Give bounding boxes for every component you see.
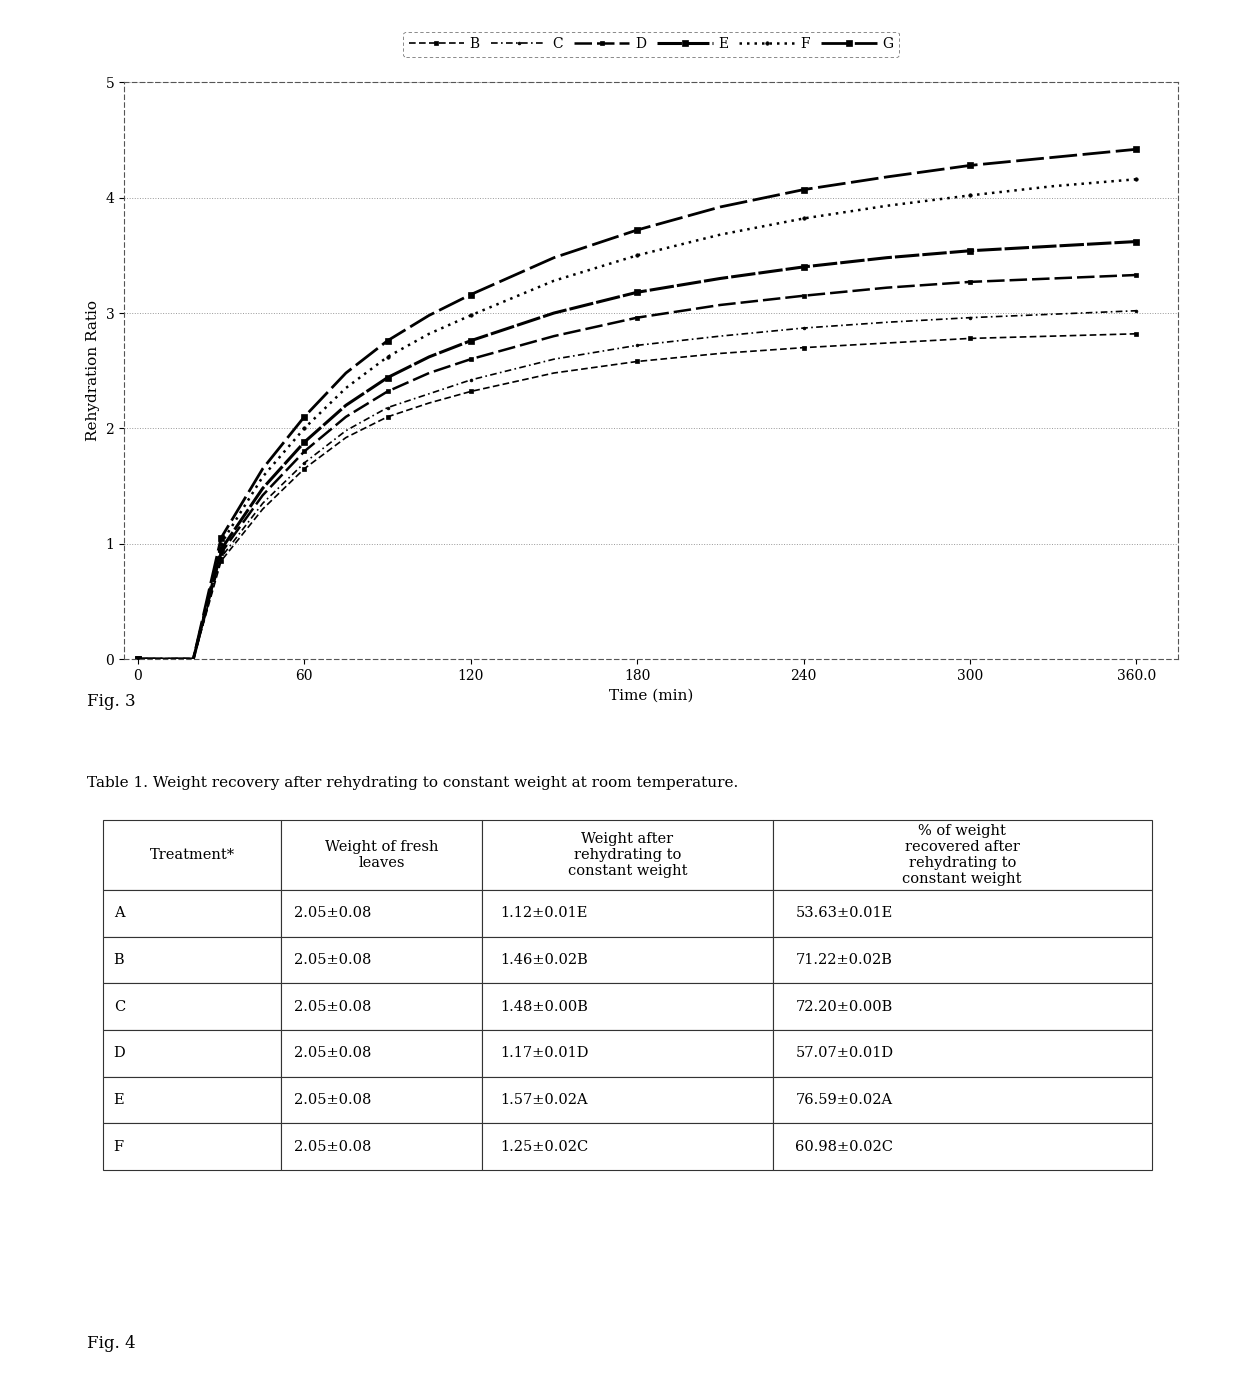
Legend: B, C, D, E, F, G: B, C, D, E, F, G bbox=[403, 32, 899, 56]
X-axis label: Time (min): Time (min) bbox=[609, 688, 693, 703]
Text: Table 1. Weight recovery after rehydrating to constant weight at room temperatur: Table 1. Weight recovery after rehydrati… bbox=[87, 776, 738, 789]
Text: Fig. 4: Fig. 4 bbox=[87, 1335, 135, 1351]
Text: Fig. 3: Fig. 3 bbox=[87, 693, 135, 710]
Y-axis label: Rehydration Ratio: Rehydration Ratio bbox=[86, 301, 100, 441]
